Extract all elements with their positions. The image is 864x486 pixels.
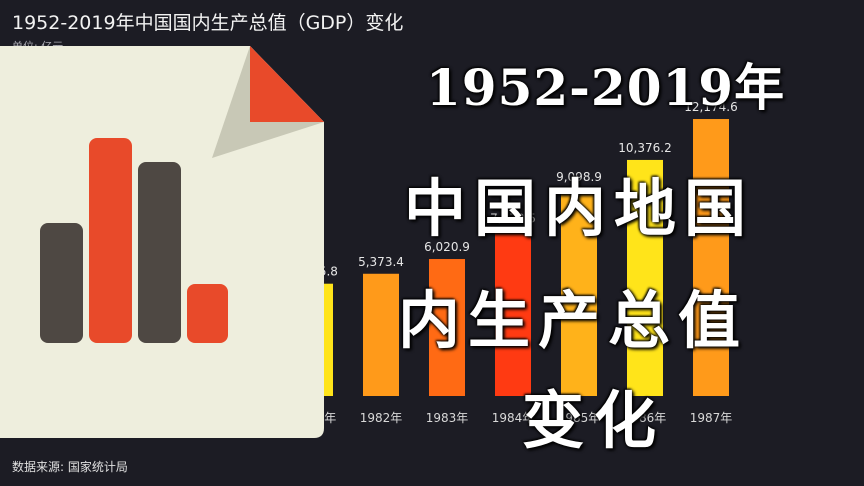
- data-source-label: 数据来源: 国家统计局: [12, 460, 128, 474]
- bar-1985年: [561, 189, 597, 396]
- value-label: 12,174.6: [684, 100, 737, 114]
- value-label: 7,278.5: [490, 211, 536, 225]
- overlay-title-line-1: 1952-2019年: [426, 58, 786, 117]
- overlay-title-line-4: 变化: [522, 384, 667, 457]
- x-tick-label: 1986年: [624, 411, 667, 425]
- icon-bar-3: [138, 162, 181, 343]
- x-tick-label: 1987年: [690, 411, 733, 425]
- value-label: 10,376.2: [618, 141, 671, 155]
- bar-1987年: [693, 119, 729, 397]
- icon-bar-1: [40, 223, 83, 343]
- chart-title: 1952-2019年中国国内生产总值（GDP）变化: [12, 12, 404, 34]
- overlay-title-line-3: 内生产总值: [398, 284, 749, 357]
- bar-1983年: [429, 259, 465, 396]
- x-tick-label: 1984年: [492, 411, 535, 425]
- icon-folded-corner: [250, 46, 324, 122]
- value-label: 9,098.9: [556, 170, 602, 184]
- document-bar-chart-icon: [0, 46, 324, 438]
- overlay-title-line-2: 中国内地国: [404, 172, 755, 245]
- x-tick-label: 1982年: [360, 411, 403, 425]
- x-tick-label: 1983年: [426, 411, 469, 425]
- x-tick-label: 1985年: [558, 411, 601, 425]
- value-label: 6,020.9: [424, 240, 470, 254]
- icon-bar-2: [89, 138, 132, 343]
- icon-bar-4: [187, 284, 228, 343]
- bar-1982年: [363, 273, 399, 396]
- value-label: 5,373.4: [358, 255, 404, 269]
- bar-1984年: [495, 230, 531, 396]
- bar-1986年: [627, 159, 663, 396]
